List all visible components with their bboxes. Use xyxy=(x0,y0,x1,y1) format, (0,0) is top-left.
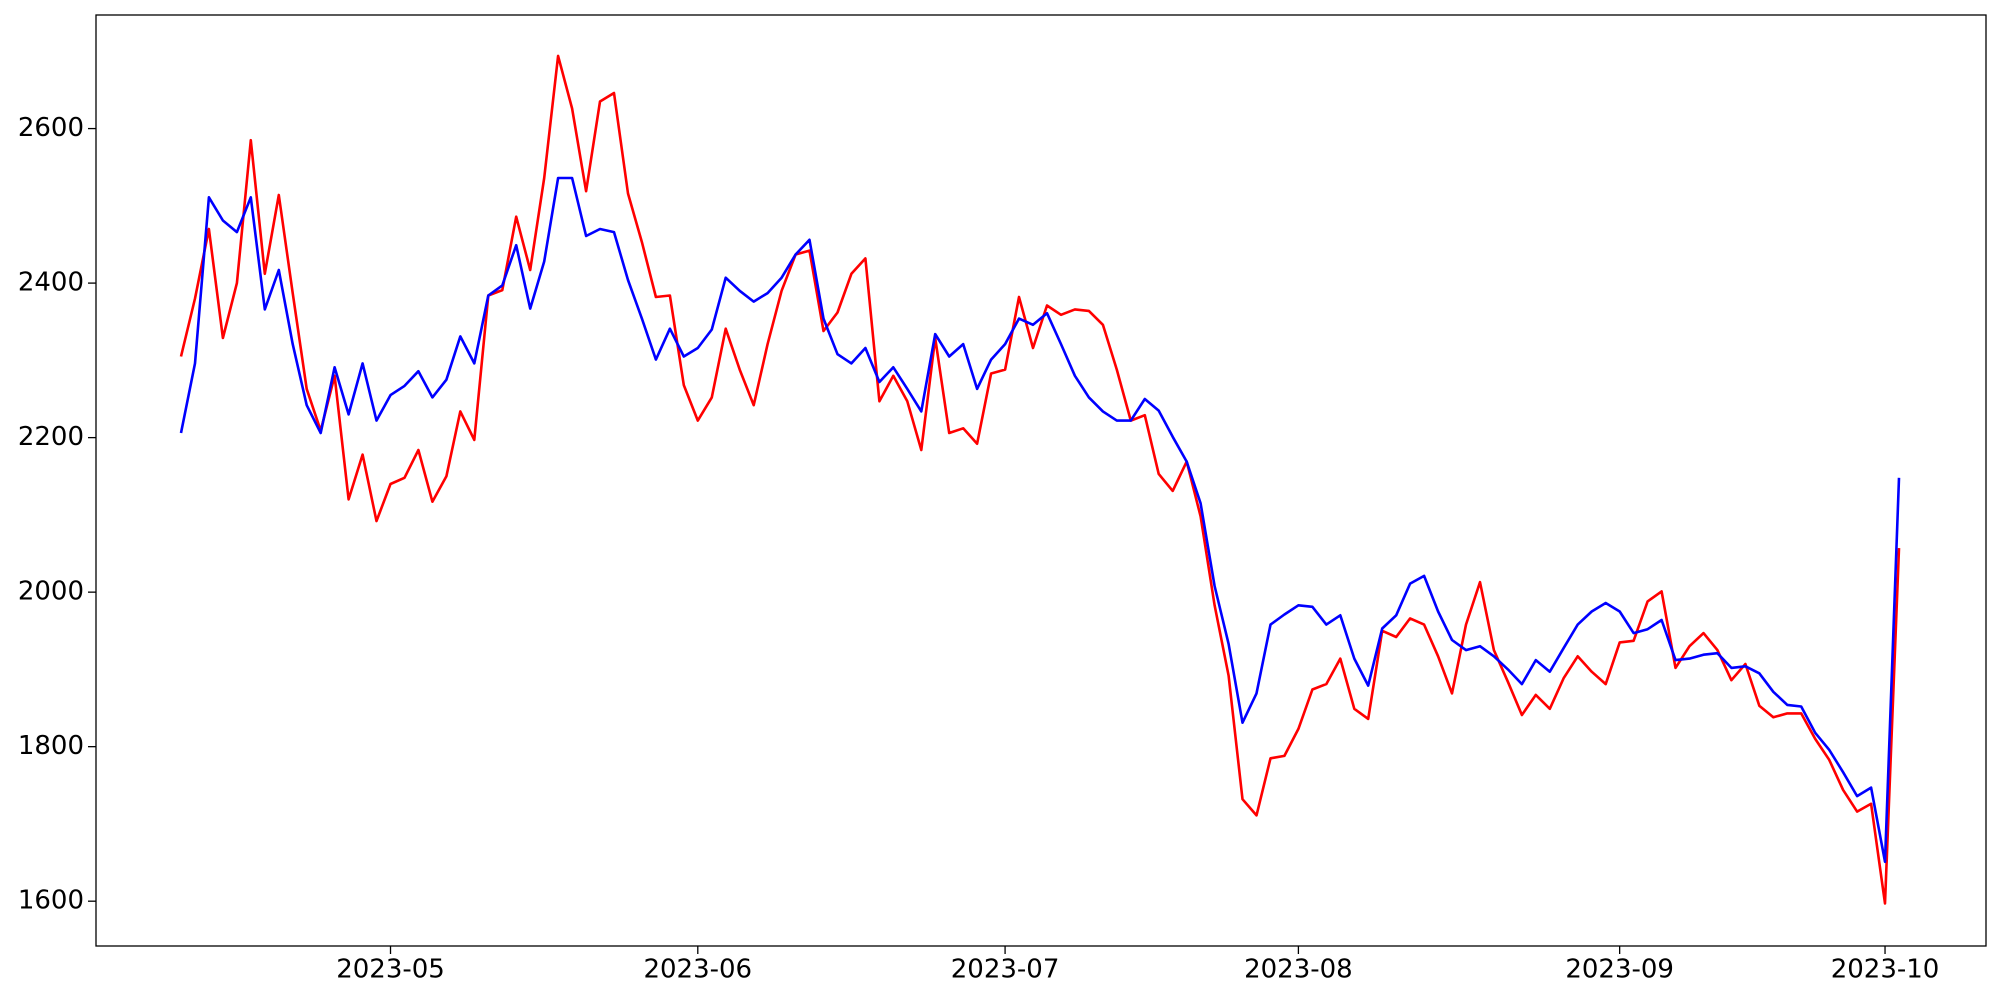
y-tick-label: 2400 xyxy=(18,268,84,298)
plot-frame xyxy=(95,14,1987,947)
y-tick-label: 2600 xyxy=(18,113,84,143)
x-tick-label: 2023-10 xyxy=(1831,955,1940,985)
series-line xyxy=(179,176,1901,864)
series-line xyxy=(179,54,1901,905)
y-tick-label: 2200 xyxy=(18,422,84,452)
x-tick-label: 2023-08 xyxy=(1244,955,1353,985)
x-tick-label: 2023-07 xyxy=(951,955,1060,985)
y-tick-label: 2000 xyxy=(18,577,84,607)
y-tick-label: 1600 xyxy=(18,886,84,916)
x-tick-label: 2023-09 xyxy=(1565,955,1674,985)
x-tick-label: 2023-05 xyxy=(336,955,445,985)
y-tick-label: 1800 xyxy=(18,731,84,761)
x-tick-label: 2023-06 xyxy=(643,955,752,985)
